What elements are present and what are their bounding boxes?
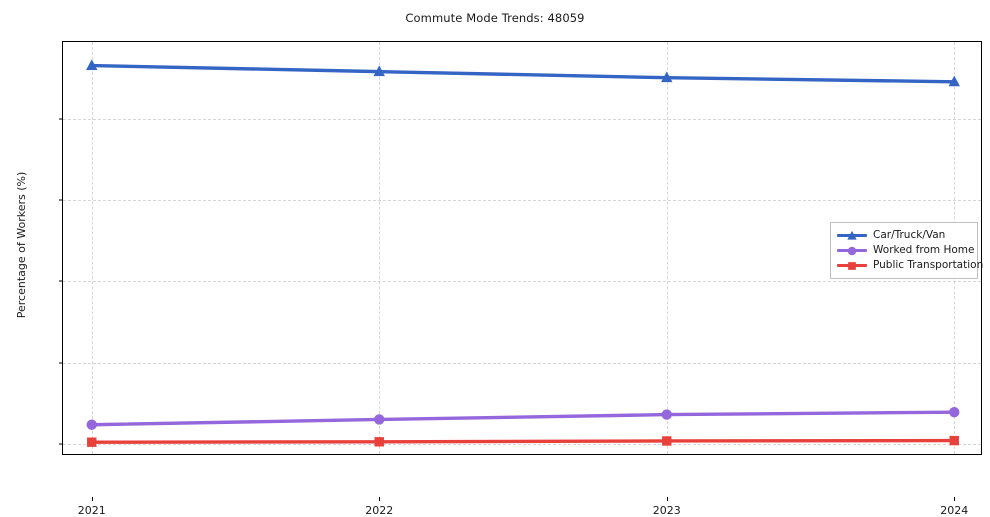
x-tick-label: 2021	[77, 504, 106, 517]
series-1	[86, 59, 960, 87]
gridline-horizontal	[63, 119, 981, 121]
x-tick-label: 2022	[365, 504, 394, 517]
plot-inner	[63, 42, 981, 454]
data-point	[661, 71, 673, 83]
gridline-vertical	[379, 42, 381, 454]
series-line	[90, 410, 956, 427]
legend-item-2[interactable]: Worked from Home	[837, 243, 974, 258]
gridline-horizontal	[63, 362, 981, 364]
series-layer	[86, 59, 960, 447]
series-line	[90, 438, 956, 444]
chart-title: Commute Mode Trends: 48059	[405, 11, 585, 25]
x-tick-mark	[91, 497, 93, 501]
data-point	[662, 436, 672, 446]
gridline-horizontal	[63, 443, 981, 445]
legend-swatch	[837, 229, 867, 243]
y-tick-mark	[59, 362, 63, 364]
y-tick-mark	[59, 443, 63, 445]
legend-label: Public Transportation	[873, 259, 984, 271]
data-point	[87, 437, 97, 447]
legend-marker-square-icon	[848, 261, 856, 270]
x-tick-label: 2024	[940, 504, 969, 517]
data-point	[948, 75, 960, 87]
x-tick-mark	[379, 497, 381, 501]
gridline-horizontal	[63, 281, 981, 283]
legend-label: Car/Truck/Van	[873, 229, 946, 241]
data-point	[661, 409, 672, 420]
y-axis-label: Percentage of Workers (%)	[15, 171, 28, 319]
gridline-horizontal	[63, 200, 981, 202]
legend-item-3[interactable]: Public Transportation	[837, 258, 983, 273]
y-tick-mark	[59, 118, 63, 120]
legend-item-1[interactable]: Car/Truck/Van	[837, 228, 970, 243]
data-point	[374, 414, 385, 425]
data-point	[373, 65, 385, 77]
legend-marker-triangle-icon	[847, 230, 857, 240]
x-tick-mark	[666, 497, 668, 501]
y-tick-mark	[59, 280, 63, 282]
data-point	[374, 437, 384, 447]
series-3	[87, 435, 959, 447]
series-line	[90, 63, 956, 84]
series-2	[86, 406, 960, 430]
y-tick-mark	[59, 199, 63, 201]
legend-marker-circle-icon	[847, 246, 857, 255]
data-point	[949, 435, 959, 446]
legend-swatch	[837, 259, 867, 273]
legend-swatch	[837, 244, 867, 258]
x-tick-mark	[954, 497, 956, 501]
gridline-vertical	[91, 42, 93, 454]
data-point	[949, 406, 960, 418]
chart-legend[interactable]: Car/Truck/Van Worked from Home Public Tran…	[830, 222, 983, 279]
data-point	[86, 59, 98, 71]
x-tick-label: 2023	[652, 504, 681, 517]
data-point	[86, 419, 97, 430]
chart-figure: Commute Mode Trends: 48059 Percentage of…	[15, 11, 984, 517]
legend-label: Worked from Home	[873, 244, 975, 256]
gridline-vertical	[666, 42, 668, 454]
